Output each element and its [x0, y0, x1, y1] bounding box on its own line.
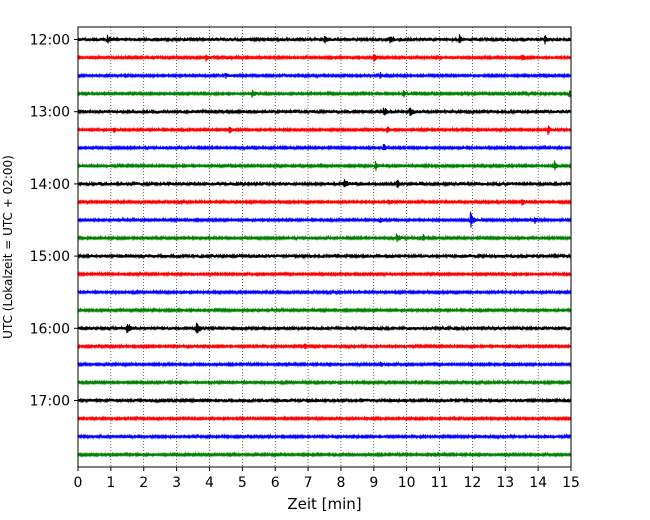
x-tick-label: 15 — [562, 475, 580, 491]
trace-line — [77, 397, 572, 404]
x-tick-label: 1 — [106, 475, 115, 491]
x-tick-label: 9 — [369, 475, 378, 491]
x-tick-label: 8 — [336, 475, 345, 491]
trace-line — [77, 89, 572, 98]
x-tick-label: 13 — [496, 475, 514, 491]
x-axis-ticks: 0 1 2 3 4 5 6 7 8 9 10 11 12 13 14 15 — [74, 467, 580, 491]
trace-line — [77, 107, 572, 117]
x-tick-label: 7 — [304, 475, 313, 491]
x-tick-label: 0 — [74, 475, 83, 491]
y-axis-label: UTC (Lokalzeit = UTC + 02:00) — [1, 155, 15, 339]
trace-line — [77, 34, 572, 45]
trace-line — [77, 54, 572, 62]
trace-line — [77, 233, 572, 243]
x-tick-label: 11 — [431, 475, 449, 491]
x-tick-label: 12 — [463, 475, 481, 491]
vertical-gridlines — [110, 27, 539, 467]
x-tick-label: 3 — [172, 475, 181, 491]
trace-line — [77, 179, 572, 188]
trace-line — [77, 125, 572, 136]
trace-line — [77, 211, 572, 228]
x-axis-label: Zeit [min] — [287, 495, 361, 513]
y-tick-label: 16:00 — [30, 321, 70, 337]
trace-line — [77, 306, 572, 314]
trace-line — [77, 342, 572, 350]
y-tick-label: 14:00 — [30, 177, 70, 193]
seismic-traces — [77, 34, 572, 459]
y-tick-label: 13:00 — [30, 105, 70, 121]
x-tick-label: 6 — [271, 475, 280, 491]
trace-line — [77, 198, 572, 206]
trace-line — [77, 322, 572, 334]
x-tick-label: 14 — [529, 475, 547, 491]
trace-line — [77, 252, 572, 260]
x-tick-label: 10 — [398, 475, 416, 491]
y-axis-ticks: 12:00 13:00 14:00 15:00 16:00 17:00 — [30, 33, 78, 410]
x-tick-label: 5 — [238, 475, 247, 491]
y-tick-label: 17:00 — [30, 394, 70, 410]
trace-line — [77, 415, 572, 423]
trace-line — [77, 433, 572, 441]
y-tick-label: 15:00 — [30, 249, 70, 265]
trace-line — [77, 270, 572, 278]
trace-line — [77, 360, 572, 368]
trace-line — [77, 451, 572, 459]
trace-line — [77, 72, 572, 80]
trace-line — [77, 288, 572, 296]
plot-frame — [77, 26, 572, 468]
y-tick-label: 12:00 — [30, 33, 70, 49]
trace-line — [77, 379, 572, 386]
x-tick-label: 4 — [205, 475, 214, 491]
trace-line — [77, 144, 572, 152]
x-tick-label: 2 — [139, 475, 148, 491]
trace-line — [77, 160, 572, 171]
